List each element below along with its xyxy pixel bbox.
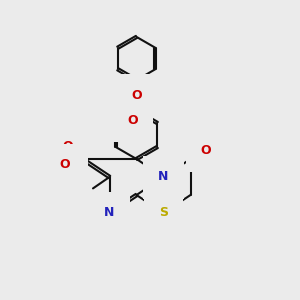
Text: O: O bbox=[63, 140, 74, 154]
Text: O: O bbox=[201, 143, 212, 157]
Text: O: O bbox=[131, 88, 142, 102]
Text: O: O bbox=[59, 158, 70, 172]
Text: N: N bbox=[104, 206, 115, 220]
Text: N: N bbox=[158, 170, 169, 184]
Text: S: S bbox=[159, 206, 168, 220]
Text: O: O bbox=[128, 113, 138, 127]
